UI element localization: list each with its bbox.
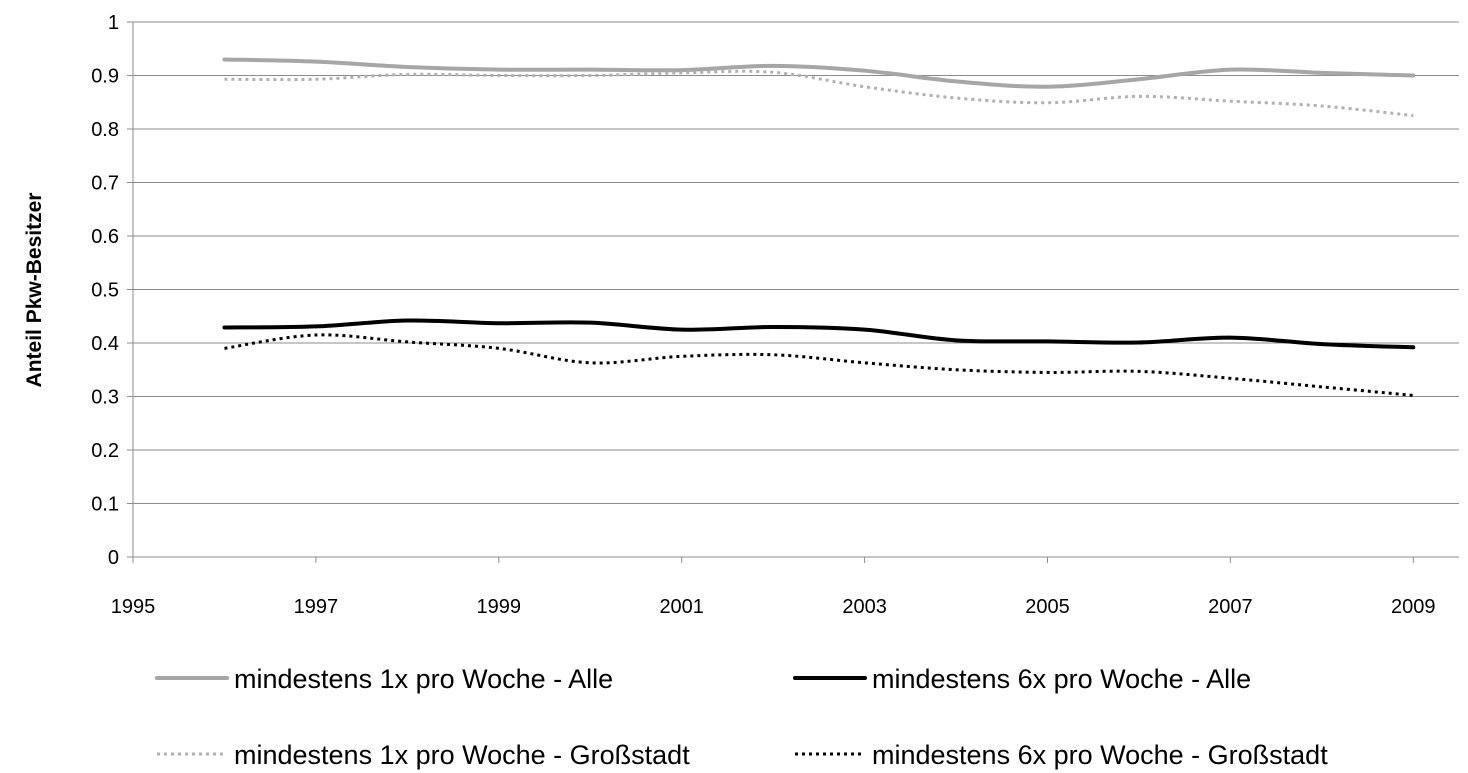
- series-line-1: [222, 57, 1416, 89]
- x-tick-label: 2009: [1391, 596, 1436, 618]
- series-line-3: [224, 69, 1414, 118]
- x-tick-label: 1995: [111, 596, 156, 618]
- y-tick-label: 0.7: [91, 173, 119, 195]
- x-tick-label: 1997: [294, 596, 339, 618]
- x-tick-label: 2003: [842, 596, 887, 618]
- legend-label: mindestens 1x pro Woche - Großstadt: [234, 740, 690, 770]
- y-tick-label: 0.8: [91, 119, 119, 141]
- y-tick-label: 1: [108, 12, 119, 34]
- y-tick-label: 0.5: [91, 280, 119, 302]
- y-tick-label: 0: [108, 547, 119, 569]
- x-tick-label: 1999: [477, 596, 522, 618]
- y-tick-label: 0.4: [91, 333, 119, 355]
- legend-item: mindestens 6x pro Woche - Alle: [793, 664, 1251, 694]
- y-tick-label: 0.2: [91, 440, 119, 462]
- y-tick-label: 0.3: [91, 387, 119, 409]
- y-tick-label: 0.9: [91, 66, 119, 88]
- y-tick-label: 0.1: [91, 494, 119, 516]
- legend-label: mindestens 6x pro Woche - Großstadt: [872, 740, 1328, 770]
- x-tick-label: 2007: [1208, 596, 1253, 618]
- y-axis-label: Anteil Pkw-Besitzer: [23, 193, 46, 388]
- series-line-4: [224, 333, 1414, 397]
- x-tick-label: 2001: [659, 596, 704, 618]
- x-tick-label: 2005: [1025, 596, 1070, 618]
- series-lines: [222, 57, 1416, 397]
- legend-item: mindestens 1x pro Woche - Großstadt: [157, 740, 690, 770]
- legend-item: mindestens 6x pro Woche - Großstadt: [795, 740, 1328, 770]
- series-line-2: [222, 318, 1416, 350]
- tick-labels: 0 0.1 0.2 0.3 0.4 0.5 0.6 0.7 0.8 0.9 1 1995 1997 199…: [91, 12, 1435, 618]
- axes: [127, 21, 1459, 563]
- legend: mindestens 1x pro Woche - Alle mindestens…: [155, 664, 1328, 770]
- legend-label: mindestens 1x pro Woche - Alle: [234, 664, 613, 694]
- legend-item: mindestens 1x pro Woche - Alle: [155, 664, 613, 694]
- legend-label: mindestens 6x pro Woche - Alle: [872, 664, 1251, 694]
- grid: [133, 21, 1459, 504]
- y-tick-label: 0.6: [91, 226, 119, 248]
